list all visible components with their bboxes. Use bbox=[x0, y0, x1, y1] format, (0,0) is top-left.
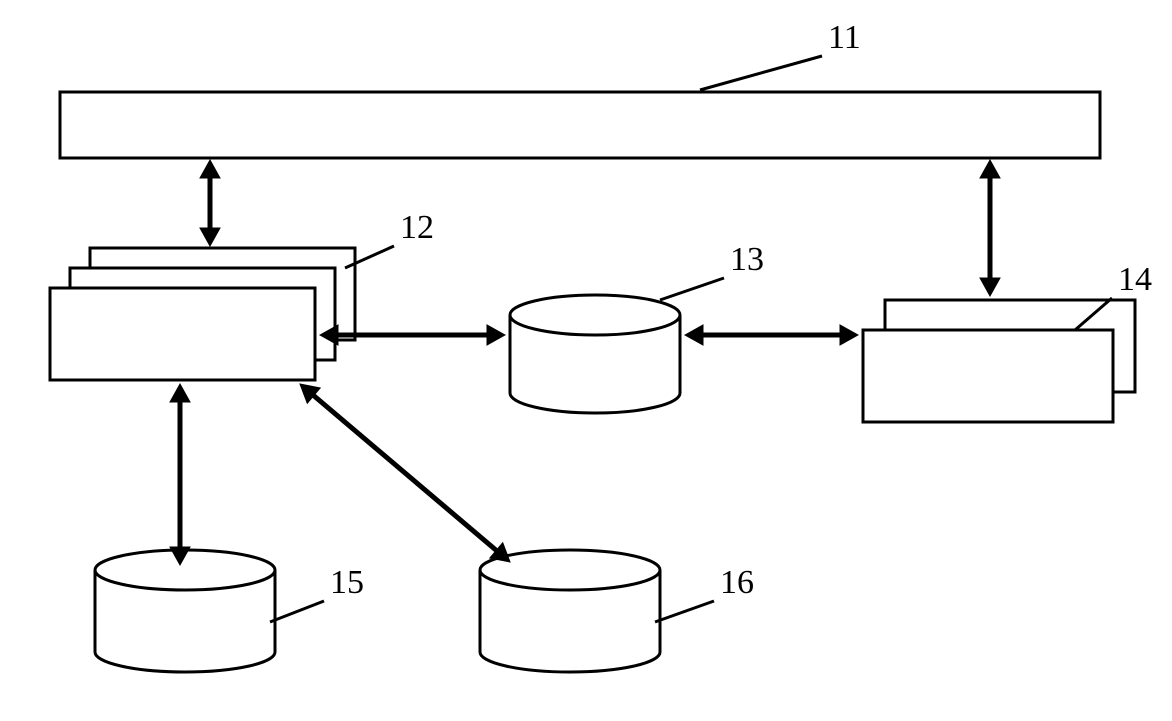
label-15: 15 bbox=[330, 564, 364, 601]
block-14-layer-1 bbox=[863, 330, 1113, 422]
label-11: 11 bbox=[828, 19, 861, 56]
block-12-layer-2 bbox=[50, 288, 315, 380]
label-13: 13 bbox=[730, 241, 764, 278]
label-12: 12 bbox=[400, 209, 434, 246]
label-14: 14 bbox=[1118, 261, 1152, 298]
cylinder-13 bbox=[510, 295, 680, 413]
label-16: 16 bbox=[720, 564, 754, 601]
cylinder-16 bbox=[480, 550, 660, 672]
block-11 bbox=[60, 92, 1100, 158]
cylinder-15 bbox=[95, 550, 275, 672]
